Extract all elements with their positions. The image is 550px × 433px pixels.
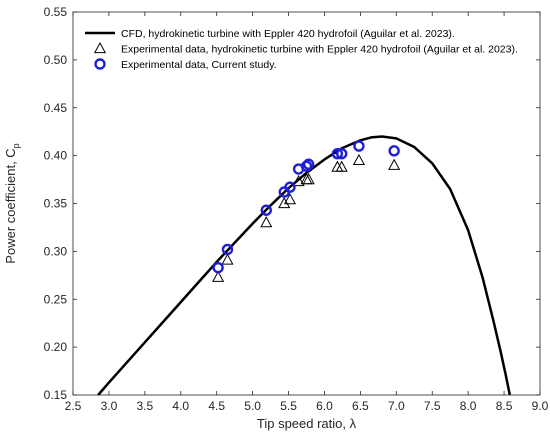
triangle-marker xyxy=(335,160,348,172)
legend-circle-swatch xyxy=(94,58,106,70)
x-tick-label: 8.5 xyxy=(496,399,513,413)
y-axis-title-subscript: p xyxy=(11,143,21,148)
legend-triangle-swatch xyxy=(93,41,107,54)
triangle-marker xyxy=(292,174,305,187)
y-tick-label: 0.20 xyxy=(44,340,68,354)
x-tick-label: 9.0 xyxy=(532,399,549,413)
x-tick-label: 3.0 xyxy=(101,399,118,413)
x-tick-label: 4.5 xyxy=(208,399,225,413)
circle-marker xyxy=(260,204,272,216)
x-tick-label: 8.0 xyxy=(460,399,477,413)
legend-entry-label: Experimental data, Current study. xyxy=(121,59,277,71)
x-tick-label: 7.0 xyxy=(388,399,405,413)
y-tick-label: 0.15 xyxy=(44,388,68,402)
x-tick-label: 5.5 xyxy=(280,399,297,413)
x-axis-title: Tip speed ratio, λ xyxy=(257,416,357,431)
legend-entry-label: Experimental data, hydrokinetic turbine … xyxy=(121,44,518,56)
y-tick-label: 0.30 xyxy=(44,244,68,258)
circle-marker xyxy=(331,148,344,160)
legend-entry-label: CFD, hydrokinetic turbine with Eppler 42… xyxy=(121,28,455,40)
y-axis-title: Power coefficient, Cp xyxy=(3,143,21,263)
tick-layer: 2.5 3.0 3.5 4.0 4.5 5.0 5.5 6.0 6.5 7.0 7.5 8.0 8.5 9… xyxy=(44,5,549,413)
triangle-marker xyxy=(260,216,273,228)
circle-marker xyxy=(388,145,400,157)
x-tick-label: 6.5 xyxy=(352,399,369,413)
triangle-marker xyxy=(212,270,225,282)
y-tick-label: 0.25 xyxy=(44,292,68,306)
x-tick-label: 5.0 xyxy=(244,399,261,413)
plot-area xyxy=(73,12,540,395)
triangle-marker xyxy=(302,173,315,185)
triangle-marker xyxy=(283,193,297,205)
circle-marker xyxy=(221,243,234,256)
triangle-marker xyxy=(388,158,401,170)
x-tick-label: 4.0 xyxy=(172,399,189,413)
circle-marker xyxy=(300,160,313,172)
y-axis-title-main: Power coefficient, C xyxy=(3,148,18,263)
legend: CFD, hydrokinetic turbine with Eppler 42… xyxy=(85,28,518,71)
triangle-marker xyxy=(278,196,291,209)
circle-marker xyxy=(302,158,315,170)
y-tick-label: 0.35 xyxy=(44,197,68,211)
triangle-marker xyxy=(221,253,234,265)
circle-marker xyxy=(336,148,348,160)
y-tick-label: 0.50 xyxy=(44,53,68,67)
x-tick-label: 6.0 xyxy=(316,399,333,413)
x-tick-label: 2.5 xyxy=(65,399,82,413)
y-tick-label: 0.45 xyxy=(44,101,68,115)
circle-marker xyxy=(353,140,365,152)
circle-marker xyxy=(212,261,224,274)
x-tick-label: 3.5 xyxy=(137,399,154,413)
data-layer xyxy=(97,135,512,396)
y-tick-label: 0.55 xyxy=(44,5,68,19)
y-tick-label: 0.40 xyxy=(44,149,68,163)
circle-marker xyxy=(284,181,296,193)
x-tick-label: 7.5 xyxy=(424,399,441,413)
triangle-marker xyxy=(352,153,366,166)
